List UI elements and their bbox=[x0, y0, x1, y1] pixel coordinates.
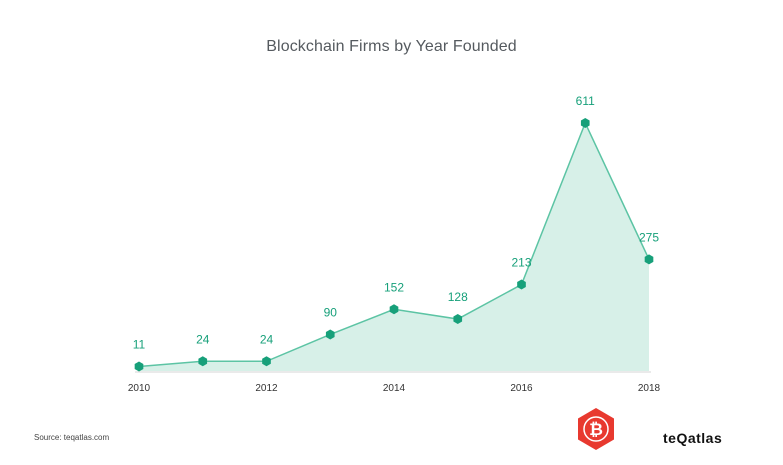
data-label-2012: 24 bbox=[260, 332, 274, 346]
x-tick-label-2010: 2010 bbox=[128, 383, 151, 394]
data-label-2017: 611 bbox=[576, 94, 595, 108]
data-point-2013 bbox=[325, 329, 335, 340]
data-point-2016 bbox=[517, 279, 526, 290]
bitcoin-icon: ₿ bbox=[573, 406, 619, 452]
area-fill bbox=[139, 123, 649, 371]
data-label-2010: 11 bbox=[133, 338, 146, 352]
data-point-2017 bbox=[580, 118, 590, 128]
source-note: Source: teqatlas.com bbox=[34, 433, 110, 442]
data-point-2010 bbox=[134, 361, 144, 372]
x-tick-label-2014: 2014 bbox=[383, 383, 406, 394]
data-label-2014: 152 bbox=[384, 280, 404, 294]
chart-title: Blockchain Firms by Year Founded bbox=[266, 38, 517, 55]
bitcoin-glyph: ₿ bbox=[589, 420, 603, 440]
data-label-2015: 128 bbox=[448, 290, 468, 304]
x-tick-label-2018: 2018 bbox=[638, 383, 661, 394]
data-point-2012 bbox=[262, 356, 271, 367]
brand-wordmark: teQatlas bbox=[663, 430, 723, 446]
x-tick-label-2016: 2016 bbox=[510, 383, 533, 394]
data-label-2013: 90 bbox=[324, 305, 338, 319]
data-point-2011 bbox=[198, 356, 208, 367]
data-point-2015 bbox=[453, 314, 463, 325]
x-tick-label-2012: 2012 bbox=[255, 383, 278, 394]
data-point-2018 bbox=[644, 254, 654, 265]
data-label-2016: 213 bbox=[511, 256, 531, 270]
data-label-2018: 275 bbox=[639, 230, 659, 244]
data-label-2011: 24 bbox=[196, 332, 210, 346]
data-point-2014 bbox=[389, 304, 399, 315]
